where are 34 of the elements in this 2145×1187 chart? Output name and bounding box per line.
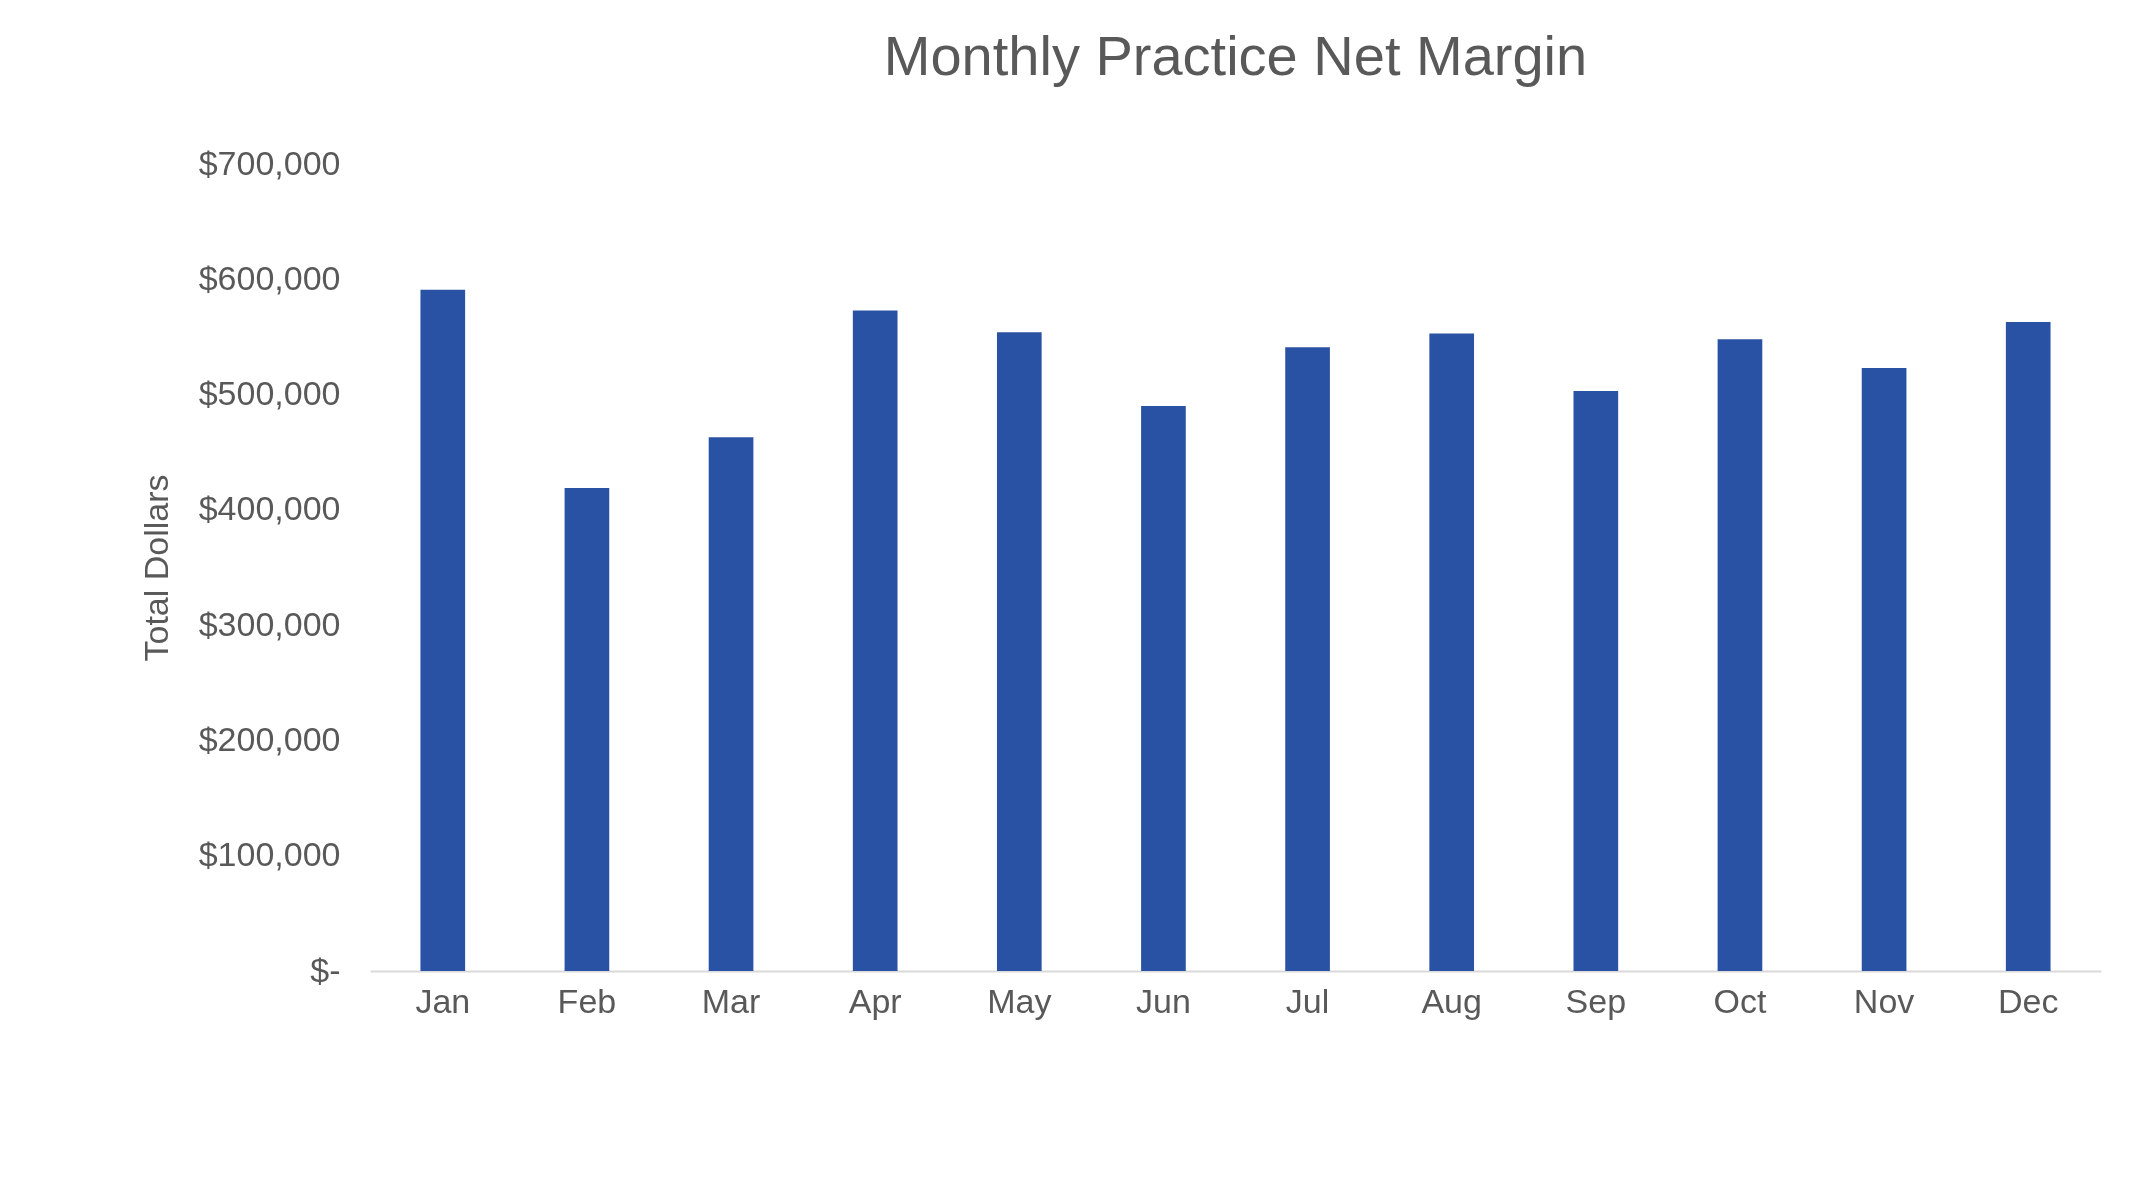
bar [1717,339,1763,971]
bar [420,289,466,971]
bar [1285,347,1330,971]
bar [1861,368,1907,971]
y-tick-label: $- [310,950,341,989]
x-tick-label: Jul [1285,981,1330,1020]
y-tick-label: $600,000 [198,258,341,297]
y-axis-title: Total Dollars [136,474,175,662]
bar [1573,391,1619,971]
y-tick-label: $700,000 [198,143,341,182]
x-tick-label: Apr [848,981,902,1020]
x-tick-label: Nov [1853,981,1915,1020]
y-tick-label: $100,000 [198,835,341,874]
x-tick-label: Dec [1997,981,2059,1020]
x-tick-label: Jun [1136,981,1191,1020]
x-tick-label: May [987,981,1052,1020]
x-tick-label: Sep [1565,981,1627,1020]
y-tick-label: $400,000 [198,489,341,528]
x-tick-label: Mar [701,981,761,1020]
x-tick-label: Jan [415,981,471,1020]
bar [2005,321,2051,971]
x-tick-label: Oct [1713,981,1767,1020]
bar [564,487,610,971]
y-tick-label: $200,000 [198,719,341,758]
y-tick-label: $300,000 [198,604,341,643]
y-tick-label: $500,000 [198,374,341,413]
bar [708,437,754,971]
bar [1429,333,1475,971]
bar [996,332,1042,971]
bar [1141,406,1186,971]
bar [852,310,898,971]
x-tick-label: Aug [1421,981,1482,1020]
chart-title: Monthly Practice Net Margin [883,24,1588,87]
x-tick-label: Feb [557,981,617,1020]
